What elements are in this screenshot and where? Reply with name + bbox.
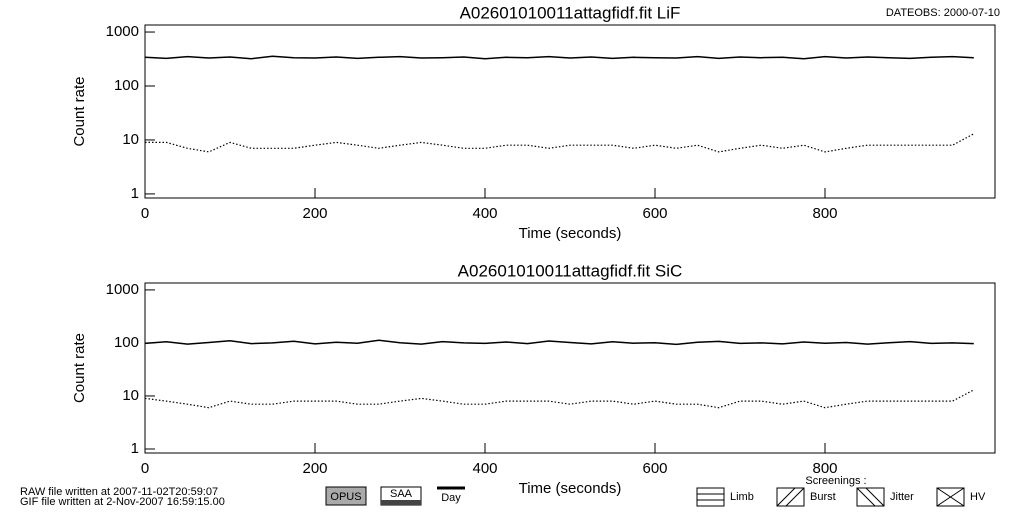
y-tick-label: 1000 <box>106 23 139 40</box>
series-line <box>145 133 975 153</box>
limb-label: Limb <box>730 491 754 503</box>
opus-box <box>325 486 367 506</box>
y-tick-label: 100 <box>114 77 139 94</box>
y-tick-label: 10 <box>122 131 139 148</box>
day-label: Day <box>441 492 461 504</box>
saa-bar <box>381 500 421 505</box>
series-line <box>144 55 974 60</box>
x-tick-label: 0 <box>141 460 149 477</box>
y-tick-label: 10 <box>122 387 139 404</box>
y-axis-label: Count rate <box>71 333 88 403</box>
screen-boxes <box>696 487 965 507</box>
y-tick-label: 1000 <box>106 281 139 298</box>
screenings-label: Screenings : <box>805 475 866 487</box>
gif-note: GIF file written at 2-Nov-2007 16:59:15.… <box>20 496 225 508</box>
raw-note: RAW file written at 2007-11-02T20:59:07 <box>20 486 218 498</box>
y-tick-label: 100 <box>114 334 139 351</box>
burst-label: Burst <box>810 491 836 503</box>
opus-label: OPUS <box>330 491 361 503</box>
plot-frame <box>144 24 996 199</box>
series-line <box>144 339 974 346</box>
x-tick-label: 800 <box>812 205 837 222</box>
x-tick-label: 400 <box>472 205 497 222</box>
y-tick-label: 1 <box>131 440 139 457</box>
y-tick-label: 1 <box>131 185 139 202</box>
series-line <box>144 389 975 409</box>
x-tick-label: 0 <box>141 205 149 222</box>
y-axis-label: Count rate <box>71 76 88 146</box>
plot-frame <box>144 282 996 454</box>
x-tick-label: 800 <box>812 460 837 477</box>
x-tick-label: 200 <box>302 460 327 477</box>
date-obs: DATEOBS: 2000-07-10 <box>886 7 1000 19</box>
hv-label: HV <box>970 491 986 503</box>
x-axis-label: Time (seconds) <box>519 480 622 497</box>
jitter-label: Jitter <box>890 491 914 503</box>
saa-label: SAA <box>390 488 413 500</box>
x-tick-label: 400 <box>472 460 497 477</box>
chart-title: A02601010011attagfidf.fit LiF <box>460 3 681 22</box>
x-axis-label: Time (seconds) <box>519 225 622 242</box>
x-tick-label: 600 <box>642 460 667 477</box>
chart-title: A02601010011attagfidf.fit SiC <box>458 261 683 280</box>
x-tick-label: 600 <box>642 205 667 222</box>
x-tick-label: 200 <box>302 205 327 222</box>
